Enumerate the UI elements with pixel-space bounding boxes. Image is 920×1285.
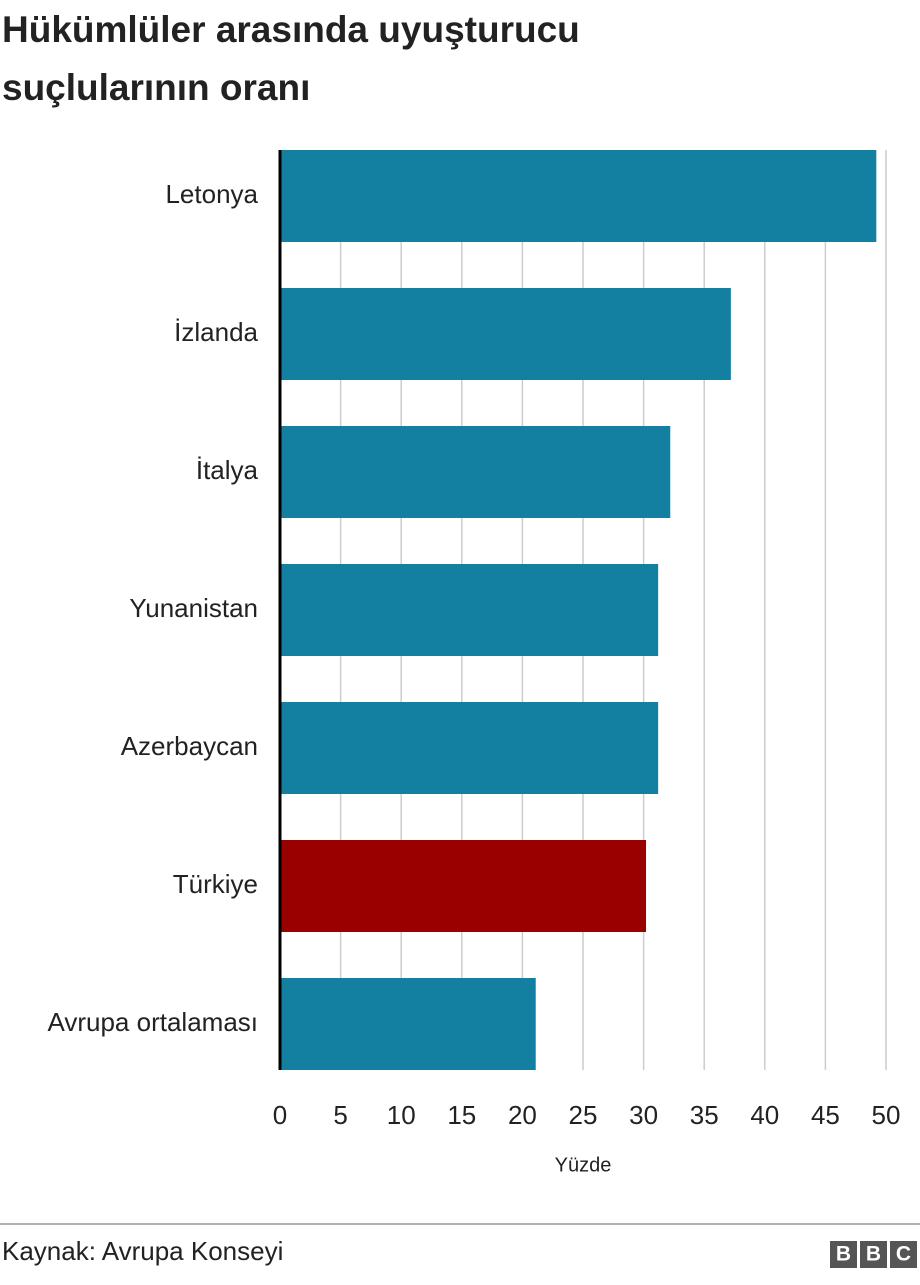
- bar: [280, 978, 536, 1070]
- y-tick-label: İtalya: [196, 455, 259, 485]
- x-tick-label: 35: [690, 1100, 719, 1130]
- y-tick-label: Avrupa ortalaması: [47, 1007, 258, 1037]
- logo-letter: B: [836, 1243, 851, 1266]
- x-tick-label: 25: [569, 1100, 598, 1130]
- x-axis-label: Yüzde: [555, 1154, 612, 1176]
- chart-title: Hükümlüler arasında uyuşturucu suçluların…: [2, 9, 580, 108]
- x-tick-label: 30: [629, 1100, 658, 1130]
- x-tick-label: 45: [811, 1100, 840, 1130]
- x-tick-label: 5: [333, 1100, 347, 1130]
- bar: [280, 702, 659, 794]
- x-tick-label: 10: [387, 1100, 416, 1130]
- x-tick-label: 15: [447, 1100, 476, 1130]
- y-tick-label: Türkiye: [173, 869, 258, 899]
- bar: [280, 288, 731, 380]
- bar: [280, 426, 671, 518]
- bar: [280, 564, 659, 656]
- y-tick-label: Letonya: [165, 179, 258, 209]
- bar: [280, 840, 647, 932]
- x-tick-label: 20: [508, 1100, 537, 1130]
- y-tick-label: Azerbaycan: [121, 731, 258, 761]
- x-tick-label: 40: [750, 1100, 779, 1130]
- logo-letter: C: [896, 1243, 911, 1266]
- logo-letter: B: [866, 1243, 881, 1266]
- x-tick-label: 50: [872, 1100, 901, 1130]
- logo-box: [890, 1241, 917, 1268]
- y-tick-label: Yunanistan: [129, 593, 258, 623]
- logo-box: [830, 1241, 857, 1268]
- logo-box: [860, 1241, 887, 1268]
- y-tick-label: İzlanda: [174, 317, 258, 347]
- source: Kaynak: Avrupa Konseyi: [2, 1236, 283, 1266]
- bar: [280, 150, 877, 242]
- x-tick-label: 0: [273, 1100, 287, 1130]
